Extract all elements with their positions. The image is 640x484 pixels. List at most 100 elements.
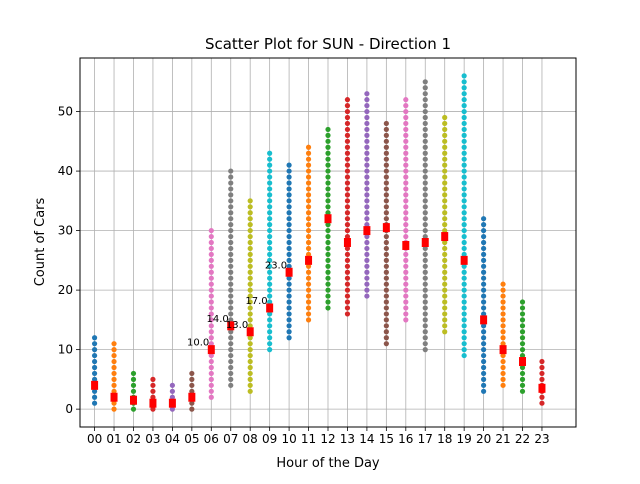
data-point [383,186,389,192]
data-point [364,239,370,246]
data-point [267,192,273,198]
data-point [325,186,331,192]
data-point [461,216,467,222]
data-point [344,311,351,317]
data-point [208,293,214,299]
data-point [364,281,370,287]
data-point [481,347,487,353]
data-point [267,251,273,258]
data-point [247,275,253,281]
data-point [500,329,506,335]
data-point [403,114,409,121]
data-point [422,150,428,156]
data-point [461,156,467,162]
data-point [442,168,448,174]
data-point [286,162,292,168]
data-point [208,263,214,269]
data-point [403,251,409,258]
data-point [130,388,137,394]
data-point [364,114,370,121]
data-point [403,287,409,293]
data-point [461,168,467,174]
data-point [111,352,117,359]
data-point [228,299,234,305]
data-point [442,251,448,258]
data-point [461,180,467,186]
data-point [383,204,389,210]
data-point [403,311,409,317]
data-point [305,251,312,258]
data-point [130,376,137,382]
data-point [422,144,428,150]
data-point [364,126,370,133]
data-point [442,222,448,228]
data-point [247,198,253,204]
data-point [461,352,467,359]
data-point [208,233,214,240]
data-point [247,287,253,293]
data-point [344,180,351,186]
data-point [383,216,389,222]
median-marker [441,232,449,242]
x-tick-label: 11 [301,432,316,446]
data-point [422,245,428,252]
data-point [344,245,351,252]
data-point [461,227,467,234]
data-point [422,329,428,335]
data-point [228,281,234,287]
data-point [403,162,409,168]
data-point [228,204,234,210]
data-point [422,174,428,180]
data-point [267,263,273,269]
data-point [364,91,370,97]
data-point [461,293,467,299]
data-point [111,382,117,388]
data-point [267,329,273,335]
median-marker [499,345,507,355]
data-point [208,239,214,246]
data-point [364,245,370,252]
data-point [403,269,409,275]
data-point [461,103,467,109]
data-point [286,210,292,216]
data-point [461,138,467,144]
data-point [305,299,312,305]
data-point [442,299,448,305]
data-point [189,376,195,382]
data-point [481,299,487,305]
data-point [130,370,137,377]
data-point [519,299,526,305]
data-point [519,347,526,353]
data-point [286,257,292,263]
data-point [189,388,195,394]
data-point [383,245,389,252]
data-point [461,91,467,97]
data-point [481,233,487,240]
data-point [519,329,526,335]
data-point [111,364,117,371]
data-point [228,245,234,252]
data-point [208,329,214,335]
data-point [286,180,292,186]
data-point [267,293,273,299]
data-point [519,305,526,311]
data-point [422,97,428,103]
data-point [422,263,428,269]
data-point [267,198,273,204]
data-point [383,275,389,281]
data-point [325,162,331,168]
x-tick-label: 07 [223,432,238,446]
data-point [442,311,448,317]
data-point [344,108,351,115]
data-point [267,317,273,323]
data-point [422,126,428,133]
data-point [461,305,467,311]
data-point [305,305,312,311]
data-point [247,216,253,222]
data-point [91,388,98,394]
data-point [481,335,487,341]
data-point [286,263,292,269]
data-point [403,174,409,180]
data-point [247,227,253,234]
